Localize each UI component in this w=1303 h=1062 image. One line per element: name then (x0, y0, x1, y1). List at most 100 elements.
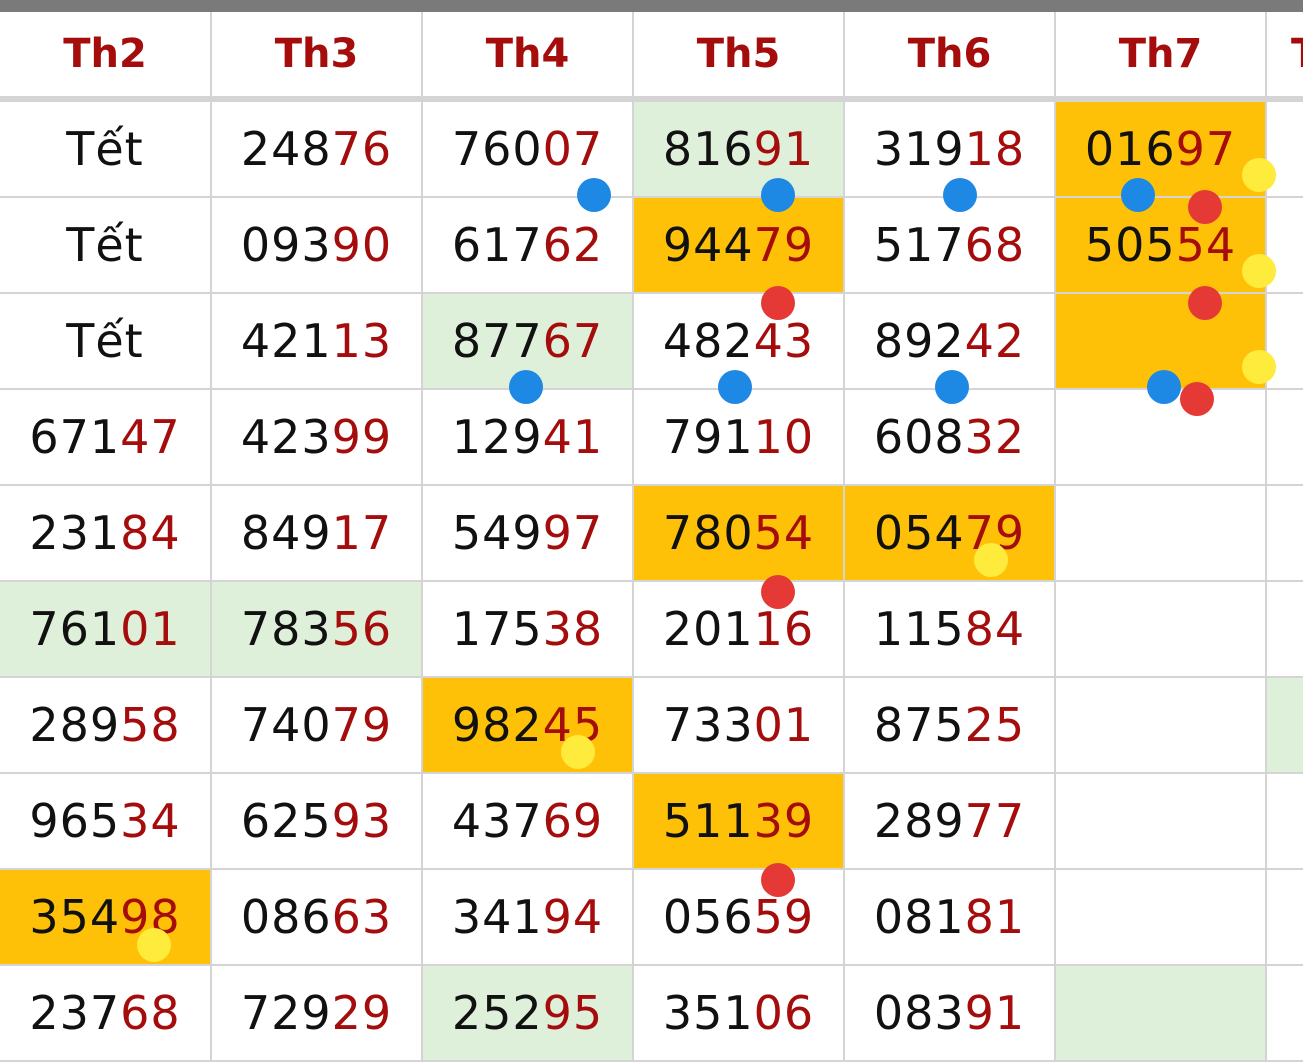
column-header-th3[interactable]: Th3 (211, 12, 423, 102)
table-row: 28958 74079 98245 73301 87525 (0, 677, 1303, 774)
result-cell[interactable] (1055, 677, 1267, 774)
column-header-cn-partial[interactable]: T (1266, 12, 1303, 102)
number-prefix: 780 (662, 506, 754, 560)
column-header-th4[interactable]: Th4 (422, 12, 634, 102)
result-cell[interactable]: 20116 (633, 581, 845, 678)
result-cell[interactable]: 98245 (422, 677, 634, 774)
result-cell[interactable]: 54997 (422, 485, 634, 582)
number-prefix: 175 (451, 602, 543, 656)
result-cell[interactable]: 96534 (0, 773, 212, 870)
result-cell[interactable]: 94479 (633, 197, 845, 294)
result-cell[interactable]: 87525 (844, 677, 1056, 774)
result-cell[interactable]: 28958 (0, 677, 212, 774)
result-cell[interactable]: Tết (0, 197, 212, 294)
result-cell[interactable]: 35498 (0, 869, 212, 966)
result-cell[interactable]: 76101 (0, 581, 212, 678)
result-cell[interactable] (1055, 389, 1267, 486)
result-cell[interactable]: 08181 (844, 869, 1056, 966)
result-cell[interactable]: 24876 (211, 99, 423, 198)
result-cell[interactable]: 78054 (633, 485, 845, 582)
result-cell[interactable]: 61762 (422, 197, 634, 294)
number-prefix: 517 (873, 218, 965, 272)
result-cell[interactable]: 81691 (633, 99, 845, 198)
result-cell[interactable]: 73301 (633, 677, 845, 774)
result-cell[interactable]: 35106 (633, 965, 845, 1062)
result-cell[interactable] (1055, 485, 1267, 582)
table-row: Tết 42113 87767 48243 89242 (0, 293, 1303, 390)
result-cell[interactable] (1055, 581, 1267, 678)
result-cell[interactable]: Tết (0, 99, 212, 198)
number-prefix: 617 (451, 218, 543, 272)
column-header-th6[interactable]: Th6 (844, 12, 1056, 102)
number-last-two-digits: 13 (331, 314, 393, 368)
red-marker-dot (1188, 286, 1222, 321)
result-cell[interactable]: 84917 (211, 485, 423, 582)
number-prefix: 505 (1084, 218, 1176, 272)
table-row: 23184 84917 54997 78054 05479 (0, 485, 1303, 582)
result-cell[interactable] (1266, 485, 1303, 582)
result-cell[interactable]: 79110 (633, 389, 845, 486)
result-cell[interactable]: 28977 (844, 773, 1056, 870)
result-cell[interactable]: 43769 (422, 773, 634, 870)
result-cell[interactable]: 25295 (422, 965, 634, 1062)
result-cell[interactable]: 11584 (844, 581, 1056, 678)
number-prefix: 252 (451, 986, 543, 1040)
column-header-th2[interactable]: Th2 (0, 12, 212, 102)
number-last-two-digits: 99 (331, 410, 393, 464)
result-cell[interactable]: 51768 (844, 197, 1056, 294)
number-last-two-digits: 16 (753, 602, 815, 656)
number-last-two-digits: 58 (120, 698, 181, 752)
result-cell[interactable]: 05479 (844, 485, 1056, 582)
result-cell[interactable] (1055, 773, 1267, 870)
number-prefix: 549 (451, 506, 543, 560)
result-cell[interactable]: 72929 (211, 965, 423, 1062)
result-cell[interactable]: 87767 (422, 293, 634, 390)
result-cell[interactable] (1266, 965, 1303, 1062)
number-prefix: 289 (29, 698, 121, 752)
result-cell[interactable] (1055, 869, 1267, 966)
number-last-two-digits: 68 (120, 986, 181, 1040)
result-cell[interactable]: 01697 (1055, 99, 1267, 198)
result-cell[interactable]: 51139 (633, 773, 845, 870)
column-header-th5[interactable]: Th5 (633, 12, 845, 102)
number-prefix: 319 (873, 122, 965, 176)
result-cell[interactable]: 23768 (0, 965, 212, 1062)
column-header-th7[interactable]: Th7 (1055, 12, 1267, 102)
number-prefix: 875 (873, 698, 965, 752)
result-cell[interactable] (1055, 965, 1267, 1062)
result-cell[interactable]: 34194 (422, 869, 634, 966)
result-cell[interactable]: 23184 (0, 485, 212, 582)
result-cell[interactable]: 60832 (844, 389, 1056, 486)
number-last-two-digits: 29 (331, 986, 393, 1040)
result-cell[interactable]: 05659 (633, 869, 845, 966)
result-cell[interactable]: 50554 (1055, 197, 1267, 294)
result-cell[interactable]: 76007 (422, 99, 634, 198)
result-cell[interactable]: 62593 (211, 773, 423, 870)
result-cell[interactable] (1266, 869, 1303, 966)
number-last-two-digits: 34 (120, 794, 181, 848)
result-cell[interactable]: 42113 (211, 293, 423, 390)
result-cell[interactable]: 08663 (211, 869, 423, 966)
result-cell[interactable]: 67147 (0, 389, 212, 486)
result-cell[interactable] (1266, 773, 1303, 870)
result-cell[interactable] (1266, 581, 1303, 678)
result-cell[interactable] (1266, 389, 1303, 486)
result-cell[interactable]: 17538 (422, 581, 634, 678)
result-cell[interactable]: 74079 (211, 677, 423, 774)
result-cell[interactable]: 08391 (844, 965, 1056, 1062)
result-cell[interactable] (1266, 677, 1303, 774)
blue-marker-dot (718, 370, 752, 405)
blue-marker-dot (509, 370, 543, 405)
number-last-two-digits: 97 (1175, 122, 1237, 176)
number-last-two-digits: 81 (964, 890, 1026, 944)
red-marker-dot (1188, 190, 1222, 224)
result-cell[interactable]: 12941 (422, 389, 634, 486)
result-cell[interactable]: 78356 (211, 581, 423, 678)
number-prefix: Tết (66, 314, 144, 368)
result-cell[interactable]: Tết (0, 293, 212, 390)
number-prefix: Tết (66, 218, 144, 272)
number-prefix: Tết (66, 122, 144, 176)
result-cell[interactable]: 42399 (211, 389, 423, 486)
red-marker-dot (761, 286, 795, 321)
result-cell[interactable]: 09390 (211, 197, 423, 294)
